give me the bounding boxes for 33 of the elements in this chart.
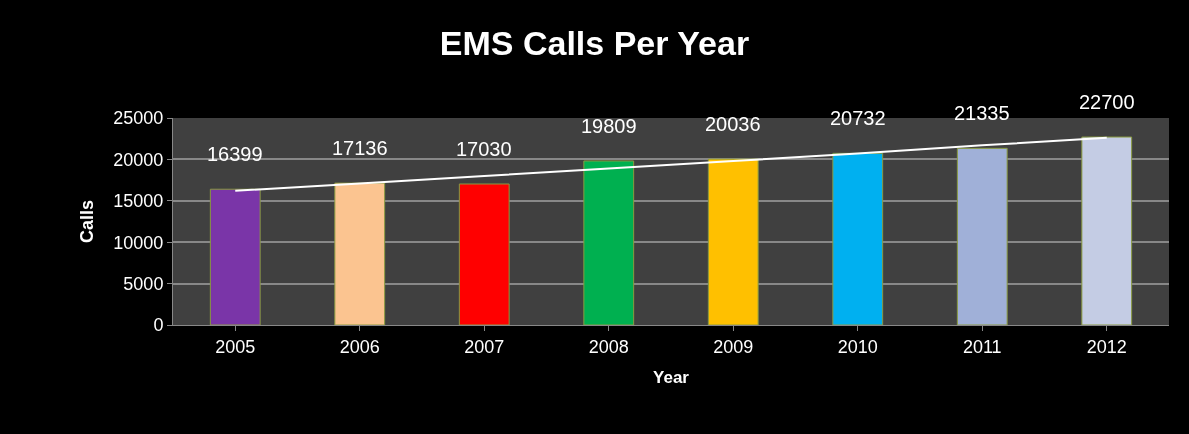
x-tick-label: 2007 <box>464 336 505 357</box>
x-tick-label: 2010 <box>837 336 878 357</box>
y-tick-label: 15000 <box>113 191 164 212</box>
data-label: 17030 <box>456 138 512 160</box>
x-tick-label: 2006 <box>339 336 380 357</box>
y-tick-label: 10000 <box>113 232 164 253</box>
y-axis-title: Calls <box>76 199 97 244</box>
y-tick-label: 25000 <box>113 108 164 129</box>
y-tick-label: 0 <box>153 315 164 336</box>
y-tick-label: 5000 <box>123 273 164 294</box>
bar <box>458 183 510 325</box>
bar <box>832 152 884 325</box>
bar <box>209 188 261 325</box>
data-label: 20036 <box>705 113 761 135</box>
bar <box>334 182 386 325</box>
data-label: 20732 <box>830 107 886 129</box>
bar <box>707 158 759 325</box>
chart-title: EMS Calls Per Year <box>439 24 750 63</box>
data-label: 17136 <box>332 137 388 159</box>
data-label: 21335 <box>954 102 1010 124</box>
data-label: 19809 <box>581 115 637 137</box>
x-tick-label: 2011 <box>962 336 1002 357</box>
x-tick-label: 2009 <box>713 336 754 357</box>
x-tick-label: 2012 <box>1086 336 1127 357</box>
bar <box>1081 136 1133 325</box>
bar <box>583 160 635 325</box>
bar <box>956 147 1008 325</box>
data-label: 22700 <box>1079 91 1135 113</box>
x-tick-label: 2008 <box>588 336 629 357</box>
y-tick-label: 20000 <box>113 149 164 170</box>
x-axis-title: Year <box>653 368 690 387</box>
data-label: 16399 <box>207 143 263 165</box>
x-tick-label: 2005 <box>215 336 256 357</box>
